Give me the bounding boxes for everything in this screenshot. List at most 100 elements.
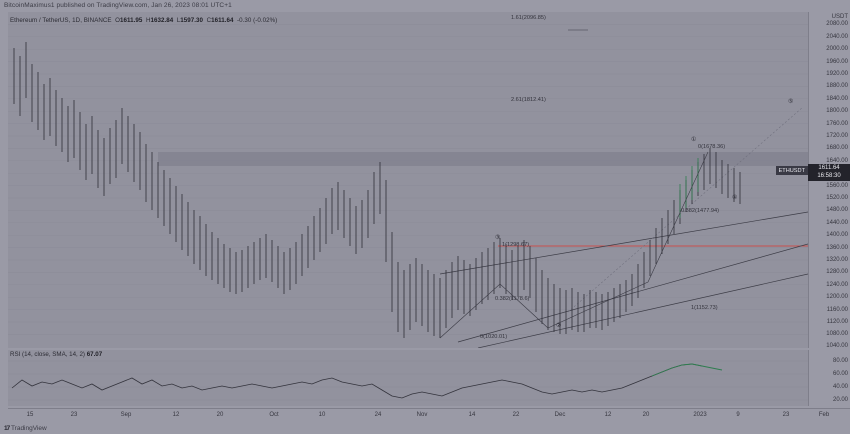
ohlc-open-value: 1611.95: [120, 17, 143, 24]
ascending-support-line: [439, 211, 808, 275]
wave-label-4: ④: [732, 195, 738, 201]
wave-label-3: ③: [495, 235, 501, 241]
symbol-name[interactable]: Ethereum / TetherUS: [10, 17, 69, 24]
price-tick: 1960.00: [826, 58, 848, 65]
price-gridlines: [8, 24, 808, 335]
time-tick: Feb: [818, 412, 830, 418]
ohlc-open-label: O: [115, 17, 121, 24]
price-tick: 1640.00: [826, 157, 848, 164]
fib-label-0-1678: 0(1678.36): [698, 144, 726, 150]
price-tick: 2080.00: [826, 21, 848, 28]
price-tick: 1080.00: [826, 331, 848, 338]
symbol-exchange: BINANCE: [83, 17, 112, 24]
time-tick: 23: [70, 412, 78, 418]
tradingview-logo-icon: 17: [4, 425, 10, 432]
ohlc-close-value: 1611.64: [211, 17, 234, 24]
time-tick: Dec: [554, 412, 566, 418]
price-tick: 2000.00: [826, 46, 848, 53]
rsi-line: [11, 363, 703, 399]
symbol-interval[interactable]: 1D: [72, 17, 81, 24]
price-tick: 1880.00: [826, 83, 848, 90]
price-chart-pane[interactable]: 1.61(2096.85) 2.61(1812.41) 0.382(1477.9…: [8, 12, 808, 348]
ohlc-close-label: C: [206, 17, 212, 24]
time-tick: 14: [468, 412, 476, 418]
price-tick: 1680.00: [826, 145, 848, 152]
rsi-chart-svg: [8, 360, 808, 401]
wave-label-2: ②: [556, 323, 562, 329]
fib-label-0: 0(1020.01): [480, 334, 508, 340]
fib-label-1-61: 1.61(2096.85): [511, 15, 546, 21]
price-axis-unit: USDT: [831, 14, 848, 20]
price-tick: 1840.00: [826, 95, 848, 102]
wave-connectors: [439, 151, 709, 339]
price-tick: 1200.00: [826, 294, 848, 301]
symbol-ohlc-legend[interactable]: Ethereum / TetherUS, 1D, BINANCE O1611.9…: [10, 17, 278, 24]
fib-label-0-382-upper: 0.382(1477.94): [681, 208, 719, 214]
rsi-axis[interactable]: 80.00 60.00 40.00 20.00: [808, 350, 850, 406]
fib-label-0-382-lower: 0.382(1178.6): [495, 296, 530, 302]
rsi-pane[interactable]: RSI (14, close, SMA, 14, 2) 67.07: [8, 350, 808, 406]
price-tick: 1920.00: [826, 71, 848, 77]
ohlc-low-label: L: [176, 17, 181, 24]
rsi-tick: 40.00: [832, 384, 848, 390]
price-tick: 1320.00: [826, 257, 848, 263]
channel-lower-line: [477, 273, 808, 348]
time-tick: 2023: [693, 412, 707, 418]
price-tick: 1520.00: [826, 195, 848, 201]
price-tick: 1160.00: [826, 306, 848, 313]
time-tick: 20: [216, 412, 224, 418]
time-tick: 20: [642, 412, 650, 418]
time-tick: 24: [374, 412, 382, 418]
ohlc-change: -0.30 (-0.02%): [237, 17, 278, 24]
attribution-text: BitcoinMaximus1 published on TradingView…: [4, 2, 232, 9]
price-tick: 2040.00: [826, 33, 848, 40]
price-tick: 1760.00: [826, 120, 848, 127]
price-tick: 1240.00: [826, 281, 848, 288]
fib-label-2-61: 2.61(1812.41): [511, 97, 546, 103]
ascending-lower-line: [457, 243, 808, 343]
tradingview-branding: 17 TradingView: [4, 425, 47, 432]
time-tick: 10: [318, 412, 326, 418]
wave-label-1: ①: [691, 137, 697, 143]
rsi-tick: 20.00: [832, 397, 848, 403]
price-tick: 1800.00: [826, 108, 848, 115]
ohlc-high-label: H: [145, 17, 151, 24]
rsi-tick: 60.00: [832, 371, 848, 377]
current-symbol-badge: ETHUSDT: [775, 166, 808, 175]
time-tick: Oct: [269, 412, 279, 418]
rsi-value: 67.07: [86, 351, 103, 358]
fib-label-1-1298: 1(1298.67): [502, 242, 530, 248]
price-tick: 1480.00: [826, 207, 848, 214]
fib-label-1-1152: 1(1152.73): [691, 305, 718, 311]
tradingview-brand-name: TradingView: [10, 425, 47, 432]
ohlc-low-value: 1597.30: [180, 17, 203, 24]
price-tick: 1120.00: [826, 319, 848, 325]
price-chart-svg: [8, 24, 808, 348]
price-tick: 1040.00: [826, 343, 848, 349]
rsi-legend-label: RSI (14, close, SMA, 14, 2): [10, 351, 85, 358]
time-tick: 15: [26, 412, 34, 418]
rsi-tick: 80.00: [832, 358, 848, 364]
time-axis[interactable]: 15 23 Sep 12 20 Oct 10 24 Nov 14 22 Dec …: [8, 408, 850, 423]
price-tick: 1720.00: [826, 133, 848, 139]
price-tick: 1560.00: [826, 182, 848, 189]
time-tick: 12: [604, 412, 612, 418]
time-tick: 12: [172, 412, 180, 418]
price-tick: 1360.00: [826, 244, 848, 251]
time-tick: Nov: [416, 412, 428, 418]
rsi-smoothed-line: [651, 363, 723, 377]
bar-countdown: 16:58:30: [817, 172, 841, 179]
time-tick: 23: [782, 412, 790, 418]
time-tick: Sep: [120, 412, 132, 418]
resistance-zone-band: [158, 152, 808, 166]
time-tick: 22: [512, 412, 520, 418]
price-tick: 1280.00: [826, 269, 848, 276]
ohlc-high-value: 1632.84: [150, 17, 174, 24]
current-price-value: 1611.64: [818, 165, 840, 171]
current-price-badge[interactable]: 1611.64 16:58:30: [808, 164, 850, 181]
wave-label-5: ⑤: [788, 99, 794, 105]
rsi-legend[interactable]: RSI (14, close, SMA, 14, 2) 67.07: [10, 351, 102, 358]
price-tick: 1400.00: [826, 232, 848, 239]
time-tick: 9: [736, 412, 740, 418]
